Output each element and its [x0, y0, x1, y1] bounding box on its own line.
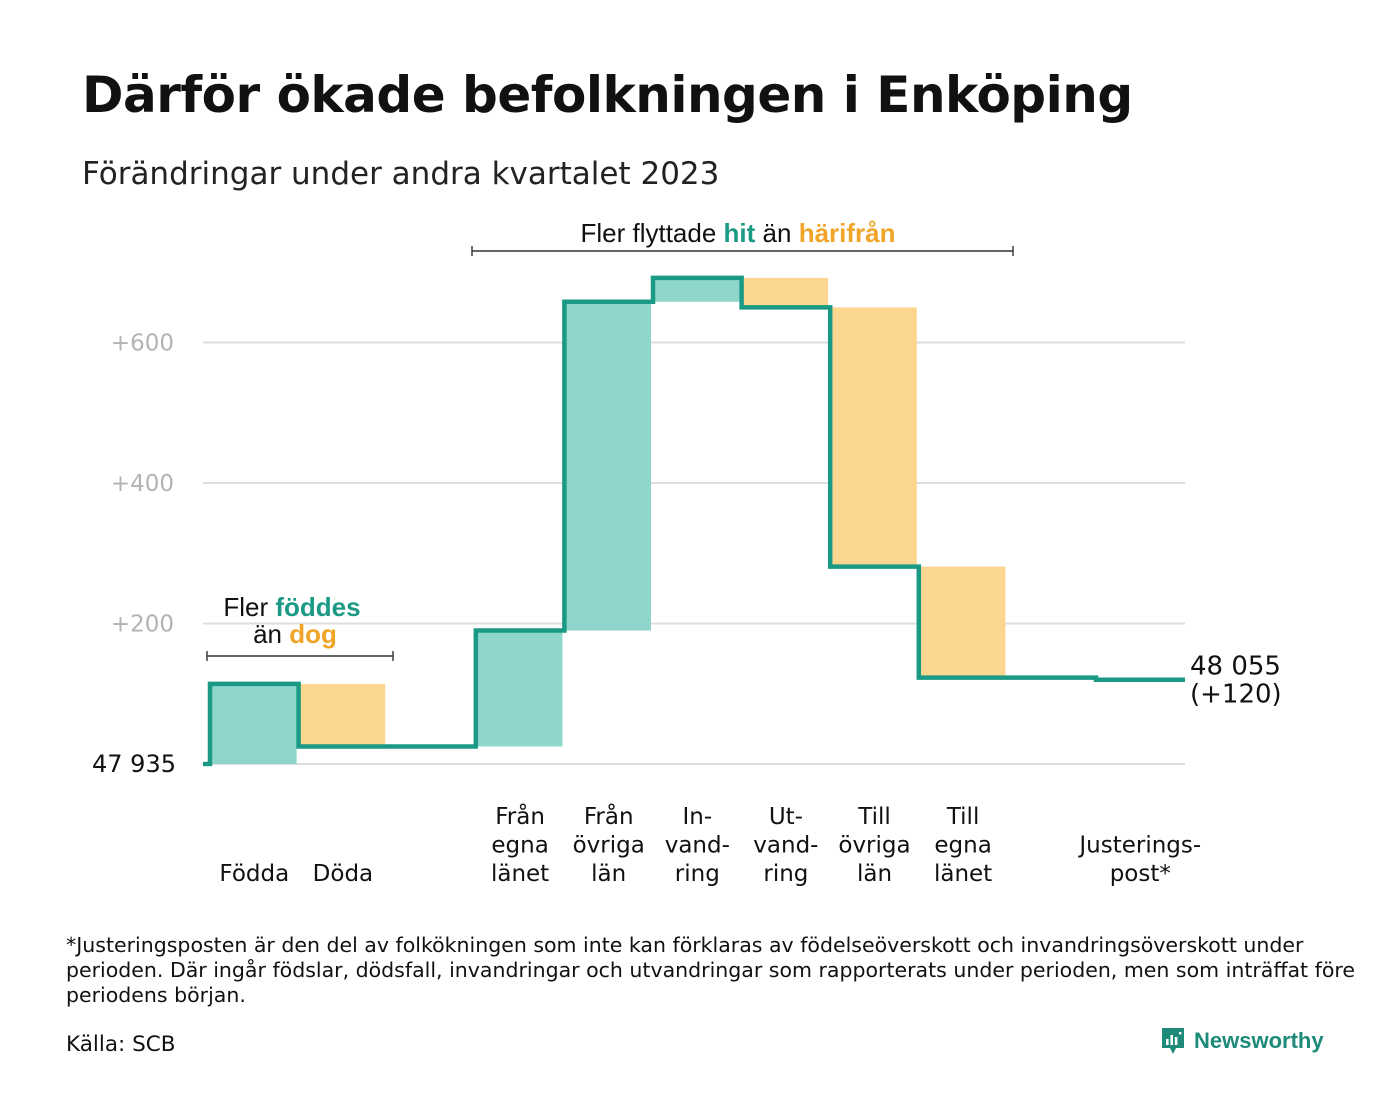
- grid-layer: [203, 341, 1185, 765]
- annotation-highlight-decrease: härifrån: [799, 218, 896, 248]
- x-category-label: län: [591, 861, 626, 887]
- x-category-label: övriga: [838, 833, 910, 859]
- x-category-label: egna: [491, 833, 548, 859]
- end-change-label: (+120): [1190, 680, 1282, 710]
- waterfall-bar: [298, 683, 386, 747]
- chart-subtitle: Förändringar under andra kvartalet 2023: [82, 156, 720, 192]
- migration-annotation: Fler flyttade hit än härifrån: [580, 218, 895, 248]
- x-category-label: vand-: [665, 833, 730, 859]
- x-category-label: ring: [763, 861, 808, 887]
- x-category-label: Ut-: [769, 804, 803, 830]
- x-category-label: egna: [934, 833, 991, 859]
- x-category-label: övriga: [573, 833, 645, 859]
- newsworthy-logo-text: Newsworthy: [1194, 1028, 1324, 1053]
- y-tick-label: +600: [111, 331, 174, 357]
- waterfall-bar: [741, 277, 829, 308]
- x-category-label: Justerings-: [1077, 833, 1201, 859]
- annotation-highlight-decrease: dog: [289, 619, 337, 649]
- cumulative-step-line: [203, 275, 1185, 767]
- x-category-label: Födda: [219, 861, 289, 887]
- x-category-label: Döda: [313, 861, 373, 887]
- waterfall-bar: [830, 307, 917, 567]
- x-category-label: post*: [1110, 861, 1171, 887]
- annotation-text: än: [253, 619, 289, 649]
- annotation-text: Fler flyttade: [580, 218, 723, 248]
- y-tick-label: +200: [111, 612, 174, 638]
- annotation-highlight-increase: föddes: [275, 592, 360, 622]
- newsworthy-logo-icon: [1162, 1028, 1184, 1054]
- x-category-label: länet: [934, 861, 992, 887]
- migration-bracket: [471, 246, 1014, 256]
- bar-layer: [210, 277, 1183, 764]
- x-category-label: Från: [495, 802, 545, 830]
- x-category-label: ring: [675, 861, 720, 887]
- birth-annotation-line2: än dog: [253, 619, 337, 649]
- waterfall-bar: [918, 566, 1006, 678]
- x-category-label: Till: [857, 804, 891, 830]
- waterfall-bar: [653, 277, 740, 302]
- chart-title: Därför ökade befolkningen i Enköping: [82, 66, 1133, 124]
- end-value-label: 48 055: [1190, 652, 1281, 682]
- x-category-label: Från: [584, 802, 634, 830]
- x-category-label: In-: [682, 804, 712, 830]
- annotation-highlight-increase: hit: [724, 218, 756, 248]
- birth-bracket: [206, 651, 394, 661]
- step-line-layer: [203, 275, 1185, 767]
- x-category-label: länet: [491, 861, 549, 887]
- waterfall-bar: [475, 630, 563, 747]
- waterfall-bar: [564, 301, 651, 631]
- start-value-label: 47 935: [92, 750, 176, 778]
- y-tick-label: +400: [111, 471, 174, 497]
- waterfall-bar: [210, 683, 297, 764]
- x-category-label: län: [857, 861, 892, 887]
- x-category-label: Till: [946, 804, 980, 830]
- footnote: *Justeringsposten är den del av folkökni…: [66, 933, 1355, 1007]
- newsworthy-logo[interactable]: Newsworthy: [1160, 1026, 1324, 1056]
- annotation-text: än: [755, 218, 798, 248]
- x-category-label: vand-: [753, 833, 818, 859]
- annotation-text: Fler: [223, 592, 275, 622]
- source-label: Källa: SCB: [66, 1032, 176, 1057]
- birth-annotation-line1: Fler föddes: [223, 592, 360, 622]
